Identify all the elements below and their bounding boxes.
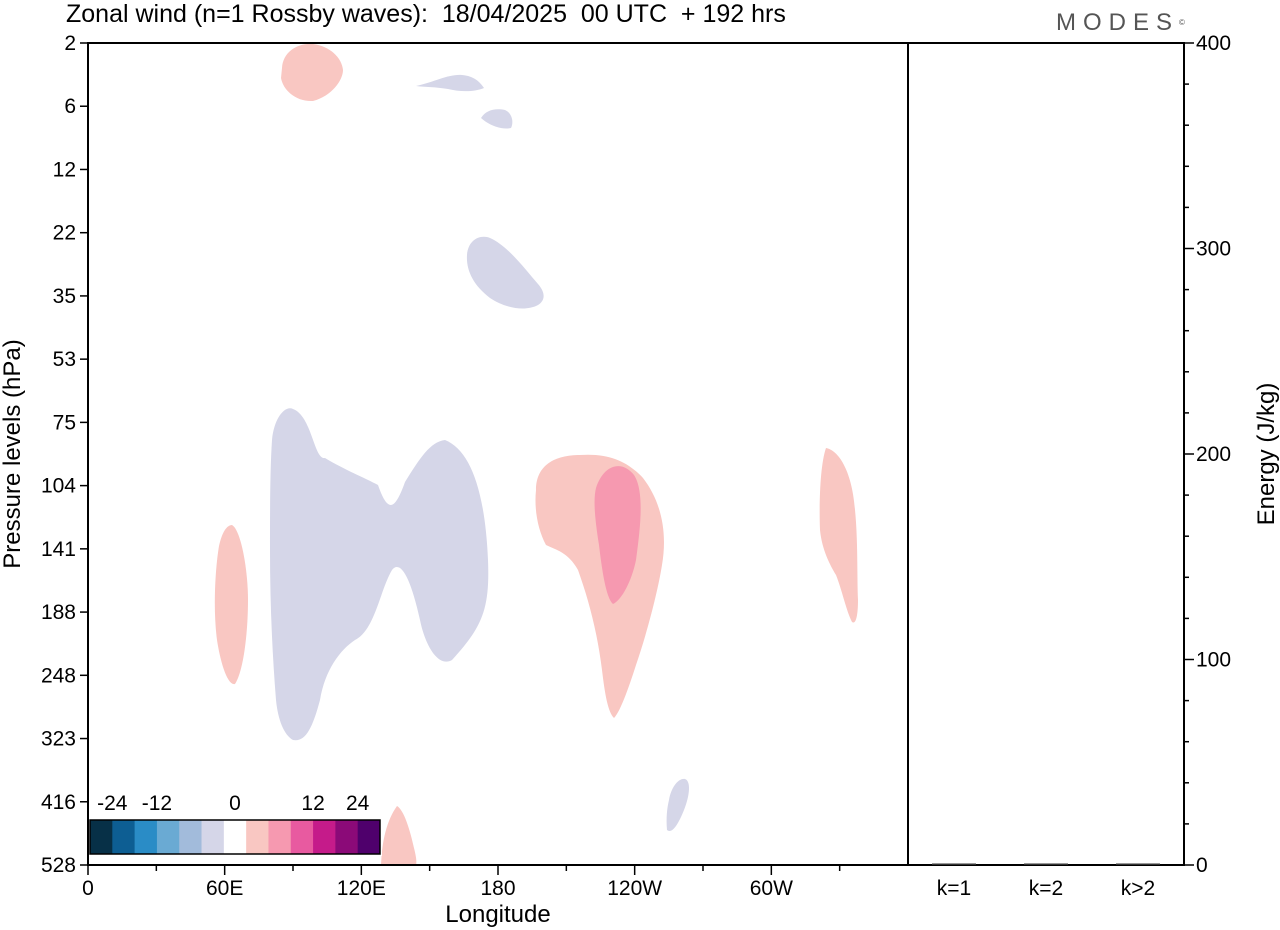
colorbar-tick-label: -24: [97, 792, 128, 815]
chart-title: Zonal wind (n=1 Rossby waves): 18/04/202…: [66, 0, 786, 28]
x-axis-label: Longitude: [445, 901, 550, 928]
colorbar-swatch: [246, 820, 269, 854]
colorbar-tick-label: 24: [346, 792, 370, 815]
modes-logo: MODES©: [1056, 9, 1185, 36]
contour-pos-bottom-blob: [381, 806, 417, 865]
energy-tick-label: 0: [1196, 854, 1208, 877]
colorbar-tick-label: -12: [142, 792, 172, 815]
contour-neg-small-streak: [416, 74, 484, 92]
x-tick-label: 60E: [206, 877, 243, 900]
colorbar: -24 -12 0 12 24: [88, 776, 382, 856]
y-tick-label: 141: [41, 538, 76, 561]
energy-tick-label: 300: [1196, 238, 1231, 261]
energy-frame: [907, 42, 1185, 866]
y-axis-label: Pressure levels (hPa): [0, 339, 26, 568]
energy-tick-label: 400: [1196, 32, 1231, 55]
colorbar-swatch: [223, 820, 247, 854]
contour-fills: [214, 43, 858, 865]
colorbar-swatch: [134, 820, 158, 854]
contour-neg-tropospheric: [270, 408, 489, 741]
colorbar-swatch: [90, 820, 113, 854]
contour-pos-central-core: [594, 466, 641, 604]
y-tick-label: 248: [41, 664, 76, 687]
energy-category-label: k=2: [1029, 877, 1063, 900]
pressure-axis: 2 6 12 22 35 53 75 104 141 188 248 323 416 528: [41, 32, 88, 877]
colorbar-swatch: [112, 820, 136, 854]
contour-neg-strat-blob: [466, 236, 544, 309]
y-tick-label: 12: [53, 158, 76, 181]
colorbar-swatch: [179, 820, 203, 854]
x-tick-label: 120W: [607, 877, 662, 900]
x-tick-label: 180: [480, 877, 515, 900]
colorbar-swatch: [290, 820, 314, 854]
y-tick-label: 6: [64, 95, 76, 118]
colorbar-tick-label: 0: [229, 792, 241, 815]
y-tick-label: 75: [53, 411, 76, 434]
x-tick-label: 120E: [337, 877, 386, 900]
y-tick-label: 35: [53, 285, 76, 308]
colorbar-swatch: [313, 820, 336, 854]
energy-tick-label: 200: [1196, 443, 1231, 466]
energy-axis-label: Energy (J/kg): [1253, 383, 1280, 526]
heatmap-frame: [87, 42, 909, 866]
longitude-axis: 0 60E 120E 180 120W 60W: [82, 865, 841, 900]
x-tick-label: 0: [82, 877, 94, 900]
colorbar-swatch: [357, 820, 381, 854]
contour-neg-low-blob: [666, 778, 690, 831]
energy-axis: 0 100 200 300 400: [1184, 32, 1231, 877]
colorbar-swatch: [201, 820, 225, 854]
contour-pos-right-column: [819, 448, 858, 623]
x-tick-label: 60W: [750, 877, 793, 900]
y-tick-label: 22: [53, 222, 76, 245]
energy-category-label: k>2: [1121, 877, 1155, 900]
energy-tick-label: 100: [1196, 649, 1231, 672]
contour-neg-small-blob: [481, 109, 513, 129]
energy-bar: [932, 863, 976, 865]
energy-category-label: k=1: [937, 877, 971, 900]
colorbar-swatch: [268, 820, 292, 854]
colorbar-frame: [89, 819, 381, 855]
y-tick-label: 2: [64, 32, 76, 55]
y-tick-label: 323: [41, 728, 76, 751]
energy-bar: [1024, 863, 1068, 865]
contour-pos-upper-blob: [281, 43, 343, 102]
y-tick-label: 188: [41, 601, 76, 624]
y-tick-label: 416: [41, 791, 76, 814]
energy-bars: k=1 k=2 k>2: [932, 863, 1160, 900]
energy-bar: [1116, 863, 1160, 865]
y-tick-label: 528: [41, 854, 76, 877]
colorbar-swatch: [156, 820, 180, 854]
colorbar-tick-label: 12: [301, 792, 324, 815]
colorbar-swatch: [335, 820, 359, 854]
y-tick-label: 104: [41, 475, 76, 498]
contour-pos-left-column: [214, 525, 248, 685]
y-tick-label: 53: [53, 348, 76, 371]
